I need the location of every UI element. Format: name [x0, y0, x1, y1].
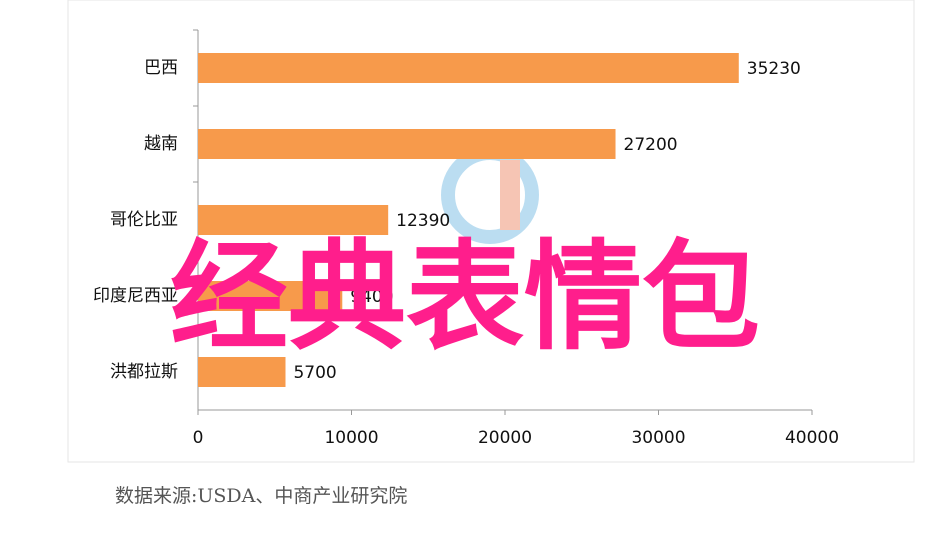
- value-label: 27200: [624, 135, 678, 155]
- watermark: [441, 146, 539, 244]
- y-tick-label: 越南: [144, 134, 178, 154]
- source-note: 数据来源:USDA、中商产业研究院: [115, 485, 407, 507]
- bar: [198, 53, 739, 83]
- x-tick-label: 10000: [324, 428, 378, 448]
- bar: [198, 357, 286, 387]
- bar: [198, 281, 343, 311]
- x-tick-label: 40000: [785, 428, 839, 448]
- y-tick-label: 哥伦比亚: [110, 210, 178, 230]
- x-tick-label: 0: [193, 428, 204, 448]
- y-tick-label: 洪都拉斯: [110, 362, 178, 382]
- value-label: 35230: [747, 59, 801, 79]
- bar: [198, 205, 389, 235]
- x-tick-label: 30000: [631, 428, 685, 448]
- bar: [198, 129, 616, 159]
- value-label: 12390: [396, 211, 450, 231]
- y-tick-label: 印度尼西亚: [93, 286, 178, 306]
- chart-frame: [67, 0, 915, 463]
- y-tick-label: 巴西: [144, 58, 178, 78]
- value-label: 5700: [293, 363, 336, 383]
- x-tick-label: 20000: [478, 428, 532, 448]
- value-label: 9400: [350, 287, 393, 307]
- overlay-annotation: 经典表情包: [170, 228, 760, 366]
